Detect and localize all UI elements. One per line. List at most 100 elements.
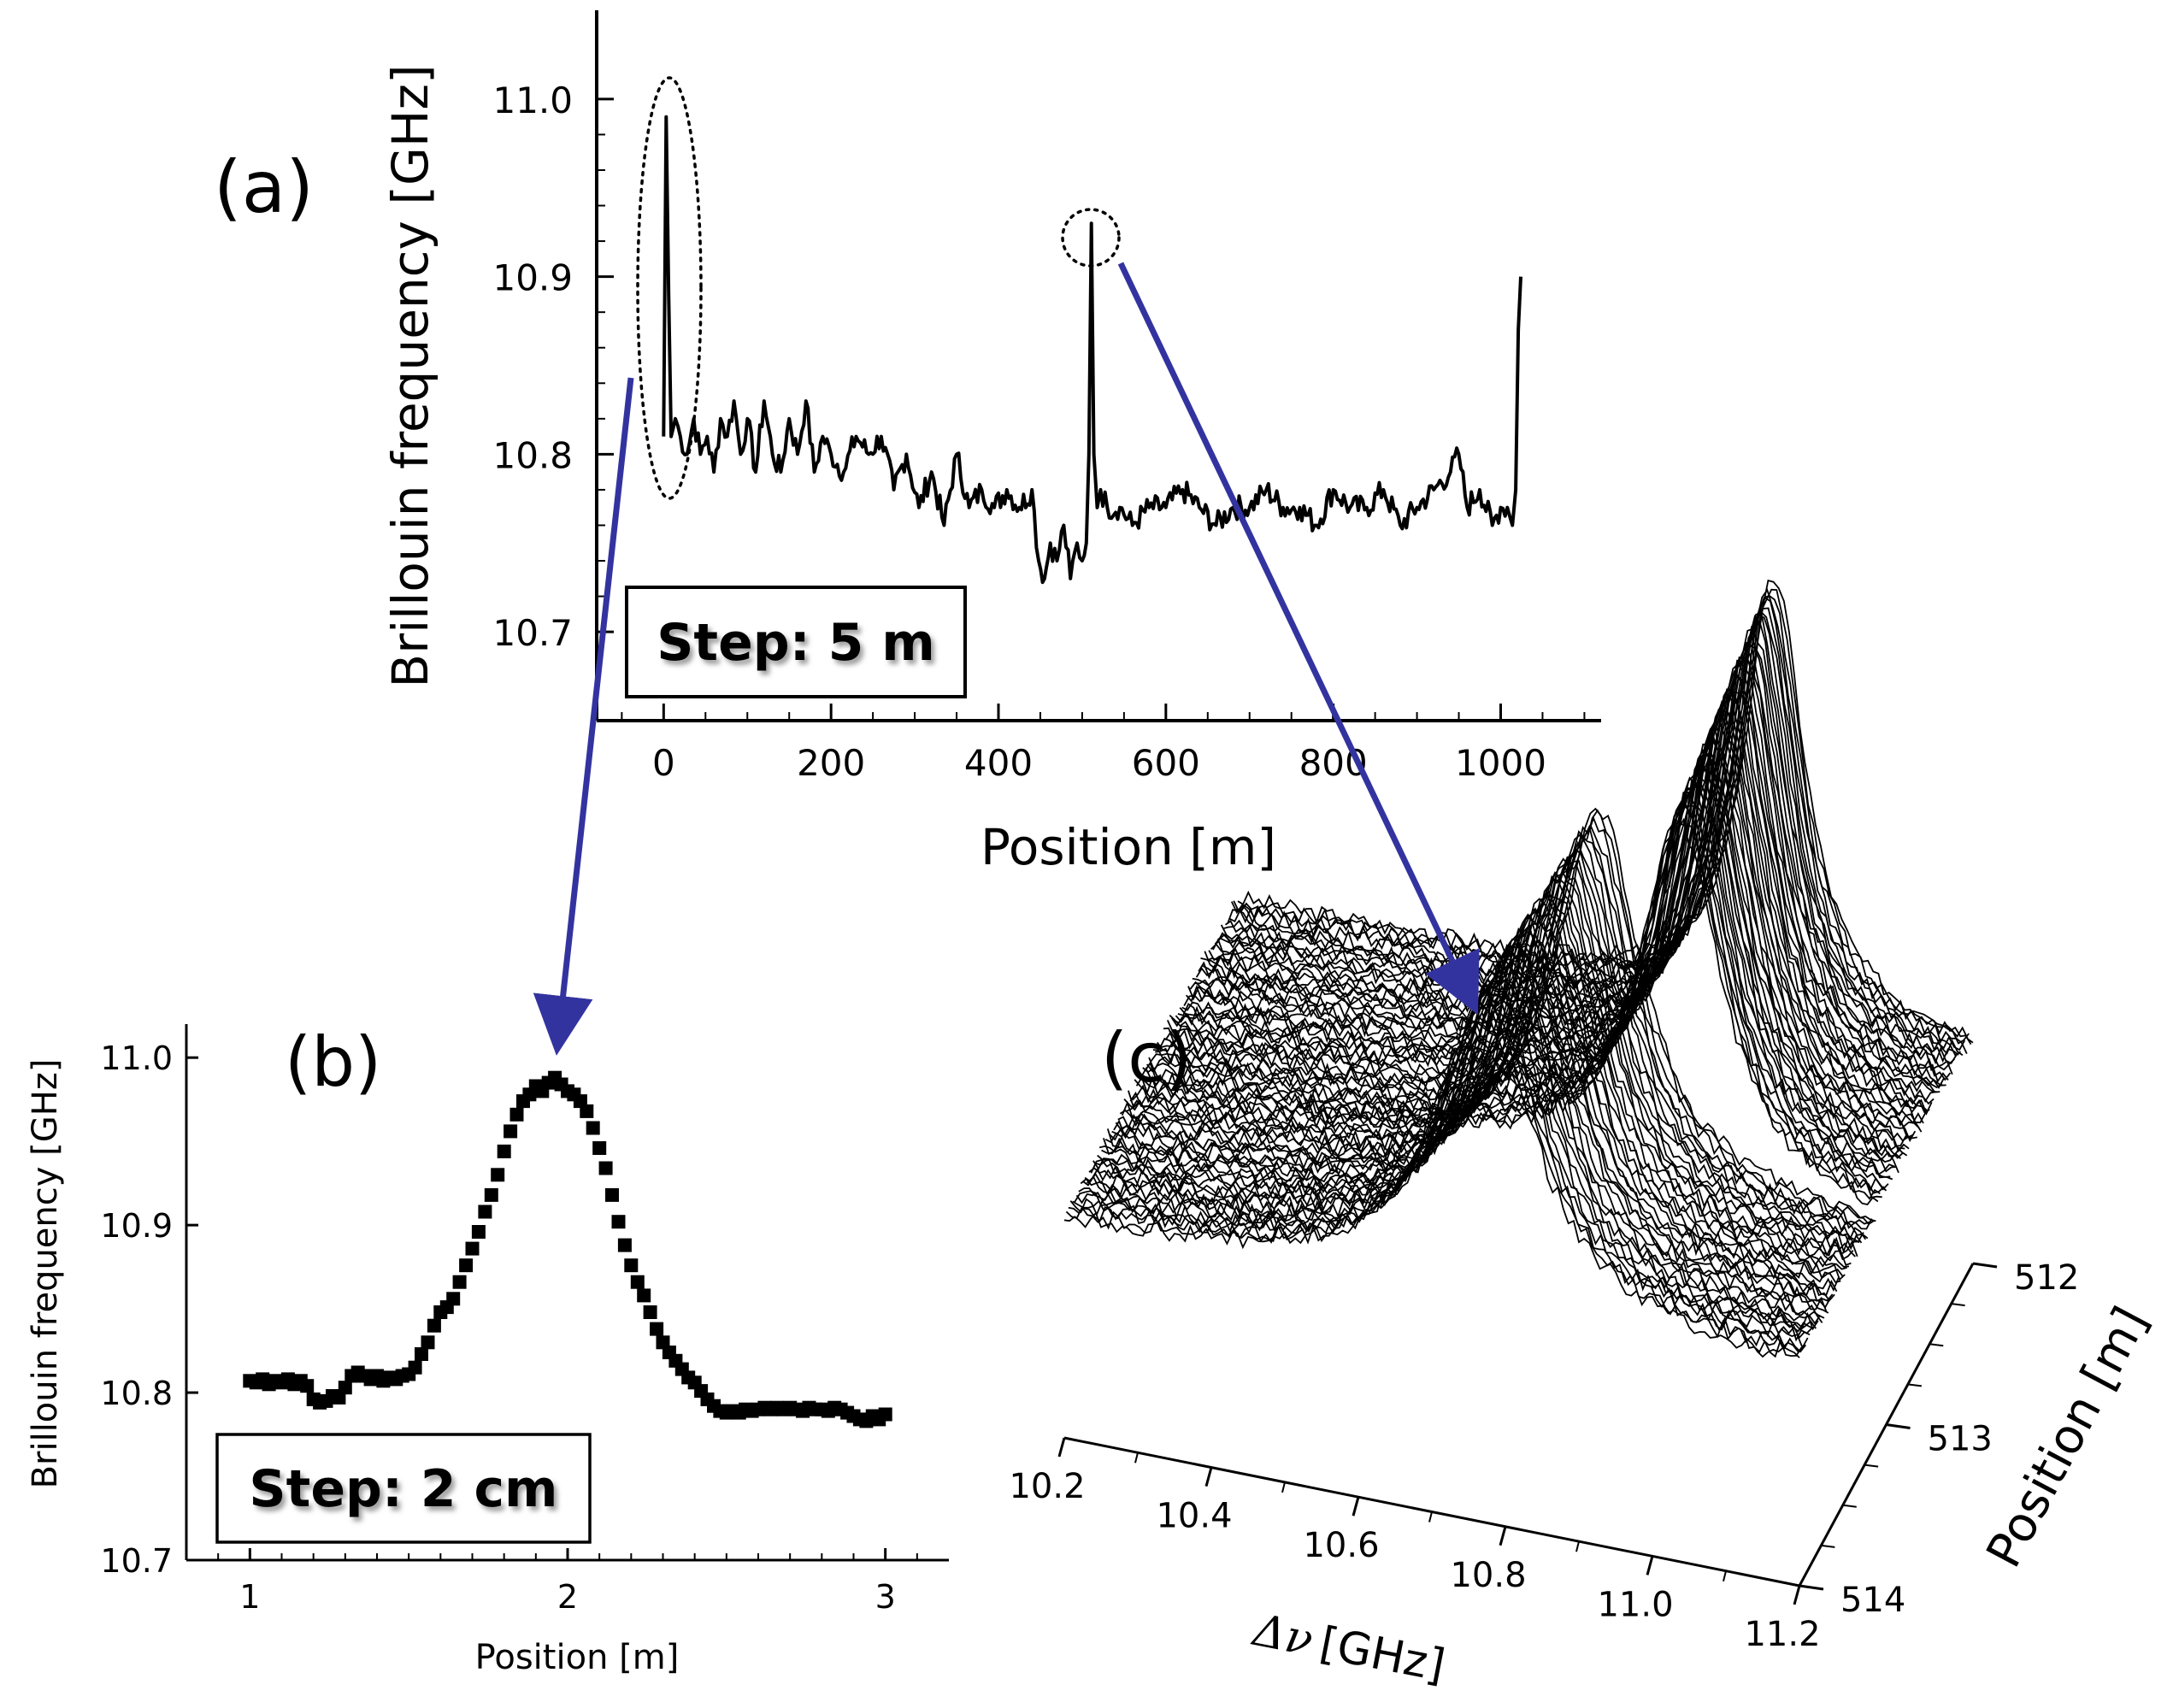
panel-c-trace bbox=[1138, 807, 1875, 1226]
panel-a-x-tick-label: 600 bbox=[1132, 742, 1200, 784]
panel-c-trace bbox=[1092, 922, 1829, 1314]
panel-c-trace bbox=[1063, 1003, 1800, 1358]
panel-c-x-minor-tick bbox=[1134, 1452, 1139, 1464]
arrow-to-panel-b bbox=[533, 377, 634, 1056]
panel-c-trace bbox=[1111, 879, 1847, 1270]
panel-c-y-tick bbox=[1799, 1584, 1824, 1591]
panel-c-trace bbox=[1069, 989, 1807, 1353]
panel-a-highlight-circle bbox=[1061, 208, 1121, 268]
panel-c-x-minor-tick bbox=[1428, 1511, 1433, 1522]
panel-b-x-tick-label: 2 bbox=[557, 1578, 578, 1616]
panel-c-trace bbox=[1216, 627, 1953, 1075]
panel-c-y-minor-tick bbox=[1864, 1464, 1879, 1468]
panel-b-data-point bbox=[452, 1275, 467, 1289]
panel-c-y-minor-tick bbox=[1951, 1303, 1965, 1307]
panel-c-y-tick-label: 514 bbox=[1840, 1581, 1905, 1620]
panel-c-x-minor-tick bbox=[1723, 1570, 1727, 1581]
panel-a-y-tick-label: 11.0 bbox=[492, 80, 573, 121]
panel-b-data-point bbox=[878, 1407, 892, 1422]
panel-c-y-tick bbox=[1886, 1423, 1911, 1429]
panel-b-data-points bbox=[243, 1070, 892, 1428]
panel-c-trace bbox=[1121, 857, 1858, 1257]
panel-c-y-tick bbox=[1972, 1262, 1998, 1269]
panel-c-x-tick bbox=[1352, 1496, 1360, 1517]
panel-b-data-point bbox=[491, 1168, 505, 1182]
panel-c-y-tick-label: 513 bbox=[1928, 1420, 1993, 1459]
panel-c-trace bbox=[1117, 863, 1854, 1261]
panel-c-y-minor-tick bbox=[1821, 1544, 1835, 1548]
panel-b-data-point bbox=[630, 1275, 645, 1289]
panel-c-y-minor-tick bbox=[1842, 1504, 1857, 1508]
panel-b-data-point bbox=[598, 1161, 613, 1175]
panel-a-y-tick-label: 10.7 bbox=[492, 612, 573, 654]
panel-c-y-ticks: 512 513 514 bbox=[1799, 1258, 2079, 1620]
panel-c-trace bbox=[1080, 959, 1817, 1331]
panel-a-x-axis-label: Position [m] bbox=[981, 818, 1276, 876]
panel-b-data-point bbox=[408, 1360, 422, 1375]
panel-b-data-point bbox=[580, 1104, 594, 1118]
panel-b-data-point bbox=[421, 1335, 435, 1350]
panel-b-data-point bbox=[611, 1215, 626, 1229]
panel-c-trace bbox=[1084, 950, 1821, 1325]
panel-b-y-tick-label: 10.9 bbox=[100, 1207, 173, 1245]
panel-a-step-label: Step: 5 m bbox=[657, 613, 935, 673]
panel-b-x-ticks: 1 2 3 bbox=[217, 1548, 918, 1616]
panel-a-highlight-ellipse bbox=[636, 76, 703, 500]
panel-a-axes bbox=[595, 10, 1601, 722]
panel-b-y-ticks: 10.7 10.8 10.9 11.0 bbox=[100, 1040, 198, 1580]
panel-a-x-tick-label: 1000 bbox=[1455, 742, 1546, 784]
panel-c-x-tick bbox=[1057, 1437, 1066, 1458]
panel-b-data-point bbox=[471, 1225, 486, 1239]
panel-c-x-axis-unit: [GHz] bbox=[1316, 1617, 1449, 1692]
panel-b-data-point bbox=[484, 1187, 498, 1202]
panel-a-x-ticks: 0 200 400 600 800 1000 bbox=[621, 704, 1586, 784]
panel-c-trace bbox=[1152, 791, 1889, 1191]
panel-a-y-tick-label: 10.9 bbox=[492, 257, 573, 299]
panel-c-trace bbox=[1155, 785, 1891, 1179]
panel-c-trace bbox=[1065, 988, 1803, 1358]
panel-b-data-point bbox=[643, 1305, 657, 1319]
panel-c-trace bbox=[1088, 941, 1825, 1319]
panel-b-data-point bbox=[586, 1121, 600, 1135]
arrow-to-panel-c bbox=[1117, 262, 1480, 1016]
panel-b-label: (b) bbox=[285, 1022, 381, 1102]
panel-c-trace bbox=[1078, 957, 1815, 1333]
panel-b-data-point bbox=[465, 1241, 480, 1256]
panel-c-trace bbox=[1227, 607, 1964, 1057]
panel-c-x-minor-tick bbox=[1281, 1481, 1286, 1493]
panel-b-y-tick-label: 11.0 bbox=[100, 1040, 173, 1077]
panel-c-waterfall-traces bbox=[1063, 579, 1974, 1358]
panel-a-y-ticks: 10.7 10.8 10.9 11.0 bbox=[492, 80, 614, 654]
panel-b-data-point bbox=[459, 1258, 474, 1273]
panel-a-step-box: Step: 5 m bbox=[625, 586, 967, 698]
panel-c-trace bbox=[1194, 690, 1930, 1113]
panel-c-trace bbox=[1218, 615, 1955, 1071]
panel-c-x-minor-tick bbox=[1575, 1540, 1580, 1552]
panel-a-series-line bbox=[662, 115, 1522, 585]
panel-c-trace bbox=[1210, 641, 1946, 1087]
panel-b-data-point bbox=[415, 1347, 428, 1361]
panel-c-trace bbox=[1106, 890, 1844, 1280]
panel-b-x-tick-label: 1 bbox=[239, 1578, 260, 1616]
panel-b-data-point bbox=[504, 1124, 518, 1139]
panel-b-x-tick-label: 3 bbox=[875, 1578, 896, 1616]
panel-c-trace bbox=[1222, 614, 1959, 1063]
panel-b-data-point bbox=[637, 1288, 651, 1303]
panel-c-y-tick-label: 512 bbox=[2014, 1258, 2079, 1298]
panel-c-trace bbox=[1208, 652, 1945, 1090]
panel-c-trace bbox=[1175, 726, 1911, 1147]
panel-c-x-axis-label: Δν[GHz] bbox=[1247, 1605, 1449, 1692]
panel-c-trace bbox=[1090, 931, 1828, 1312]
panel-b-data-point bbox=[624, 1258, 639, 1273]
panel-c-x-ticks: 10.2 10.4 10.6 10.8 11.0 11.2 bbox=[1009, 1437, 1821, 1654]
panel-a-label: (a) bbox=[214, 145, 314, 229]
panel-a-x-tick-label: 0 bbox=[652, 742, 675, 784]
panel-c-y-axis-label: Position [m] bbox=[1976, 1299, 2159, 1577]
panel-c-x-tick-label: 11.2 bbox=[1744, 1615, 1820, 1654]
panel-c-trace bbox=[1075, 963, 1813, 1342]
panel-c-x-axis-symbol: Δν bbox=[1247, 1605, 1316, 1666]
panel-c-trace bbox=[1214, 633, 1952, 1081]
panel-b-y-tick-label: 10.8 bbox=[100, 1375, 173, 1412]
panel-b-data-point bbox=[497, 1144, 511, 1158]
